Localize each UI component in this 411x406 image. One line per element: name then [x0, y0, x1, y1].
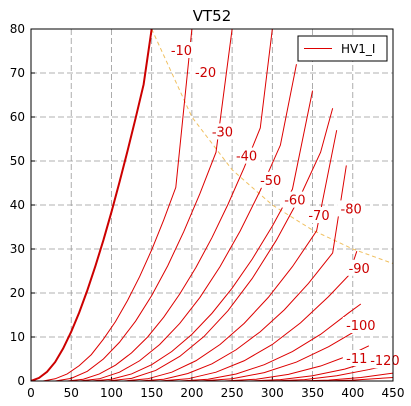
- plate-curve: [55, 29, 233, 381]
- plate-curve: [179, 303, 362, 381]
- plate-curve: [123, 130, 338, 381]
- x-tick-label: 300: [261, 386, 284, 400]
- legend-label: HV1_I: [341, 42, 375, 56]
- tick-labels: 0 50 100 150 200 250 300 350 400 450 0 10 20 30 40 50 60…: [10, 22, 405, 400]
- plate-curve-zero: [31, 29, 153, 381]
- y-tick-label: 70: [10, 66, 25, 80]
- plot-frame: [30, 28, 394, 382]
- y-tick-label: 40: [10, 198, 25, 212]
- curve-label: -40: [236, 150, 257, 165]
- max-dissipation-curve: [151, 29, 393, 264]
- curve-labels: -10-20 -30-40-50-60-70 -80 -90 -100 -11 -120: [167, 42, 403, 369]
- curve-label-bg: [342, 350, 371, 366]
- x-tick-label: 350: [301, 386, 324, 400]
- legend: HV1_I: [297, 35, 388, 62]
- plate-curve: [91, 90, 314, 381]
- curve-label-bg: [167, 42, 196, 58]
- curve-label-bg: [280, 191, 309, 208]
- plate-curve: [139, 165, 347, 381]
- curve-label: -90: [349, 262, 370, 277]
- plate-curve: [107, 108, 334, 381]
- x-tick-label: 200: [180, 386, 203, 400]
- curve-label-bg: [366, 352, 403, 369]
- curve-label: -50: [260, 174, 281, 189]
- x-tick-label: 250: [221, 386, 244, 400]
- y-tick-label: 30: [10, 242, 25, 256]
- x-tick-label: 150: [140, 386, 163, 400]
- curve-label-bg: [232, 147, 261, 164]
- curve-label-bg: [208, 123, 237, 140]
- y-tick-label: 20: [10, 286, 25, 300]
- x-tick-label: 0: [27, 386, 35, 400]
- curve-label: -100: [346, 319, 376, 334]
- plate-curve: [67, 29, 273, 381]
- curve-label: -80: [341, 202, 362, 217]
- grid: [30, 28, 394, 382]
- curve-label: -120: [370, 354, 400, 369]
- y-tick-label: 50: [10, 154, 25, 168]
- chart-title: VT52: [193, 7, 232, 25]
- curve-label-bg: [191, 64, 220, 80]
- y-tick-label: 80: [10, 22, 25, 36]
- plate-curve: [42, 29, 193, 381]
- curve-label: -60: [284, 194, 305, 209]
- curve-label: -70: [308, 209, 329, 224]
- x-tick-label: 400: [341, 386, 364, 400]
- curve-label-bg: [337, 200, 366, 217]
- plate-curve: [159, 251, 358, 381]
- curve-label: -20: [195, 66, 216, 81]
- curve-label-bg: [342, 317, 379, 333]
- curve-label: -30: [212, 125, 233, 140]
- curve-label: -10: [171, 44, 192, 59]
- curve-label-bg: [256, 171, 285, 188]
- curve-label-bg: [304, 207, 333, 223]
- y-tick-label: 60: [10, 110, 25, 124]
- curve-label-bg: [345, 259, 374, 276]
- y-tick-label: 0: [17, 374, 25, 388]
- x-tick-label: 450: [382, 386, 405, 400]
- y-tick-label: 10: [10, 330, 25, 344]
- x-tick-label: 50: [64, 386, 79, 400]
- x-tick-label: 100: [100, 386, 123, 400]
- curve-label: -11: [346, 352, 367, 367]
